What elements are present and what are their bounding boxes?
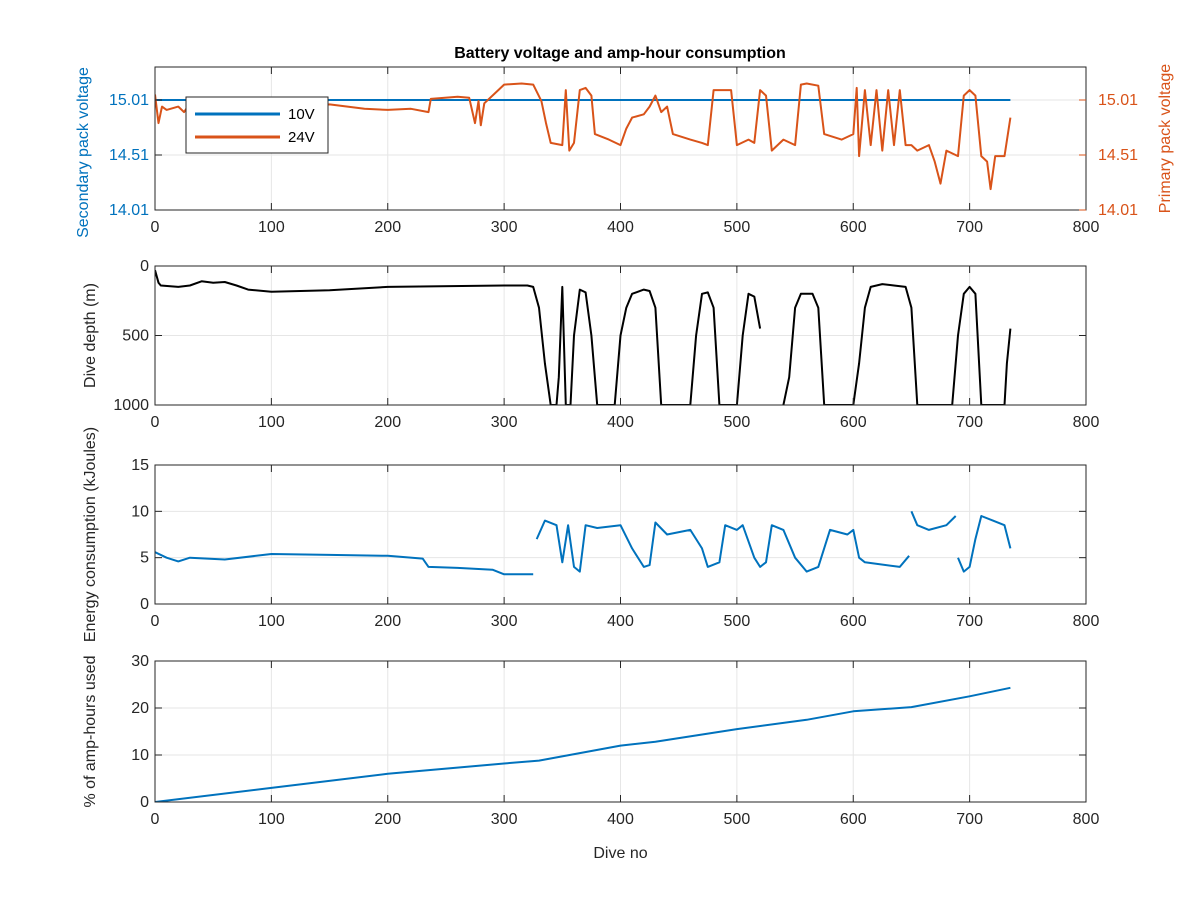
x-tick-label: 0 (151, 811, 160, 828)
x-tick-label: 800 (1073, 219, 1100, 236)
x-tick-label: 600 (840, 613, 867, 630)
series-line-1 (155, 269, 762, 405)
x-tick-label: 100 (258, 811, 285, 828)
x-tick-label: 100 (258, 613, 285, 630)
series-line-4 (957, 515, 1012, 573)
series-line-24v (155, 82, 1012, 191)
y-tick-label: 10 (131, 747, 149, 764)
x-tick-label: 600 (840, 219, 867, 236)
x-tick-label: 500 (724, 613, 751, 630)
y-tick-label: 15 (131, 457, 149, 474)
x-tick-label: 800 (1073, 811, 1100, 828)
y-tick-label: 15.01 (109, 92, 149, 109)
x-axis-label: Dive no (593, 845, 647, 862)
x-tick-label: 700 (956, 219, 983, 236)
x-tick-label: 300 (491, 414, 518, 431)
y-axis-label: Energy consumption (kJoules) (82, 427, 99, 642)
y2-tick-label: 14.51 (1098, 147, 1138, 164)
y-tick-label: 1000 (113, 397, 149, 414)
x-tick-label: 0 (151, 219, 160, 236)
y-tick-label: 20 (131, 700, 149, 717)
y2-tick-label: 15.01 (1098, 92, 1138, 109)
x-tick-label: 200 (374, 811, 401, 828)
x-tick-label: 0 (151, 613, 160, 630)
series-line-2 (535, 519, 910, 573)
x-tick-label: 400 (607, 414, 634, 431)
x-tick-label: 100 (258, 219, 285, 236)
series-line-3 (910, 510, 957, 531)
y-axis-label: Dive depth (m) (82, 283, 99, 388)
legend-label-24v: 24V (288, 129, 315, 146)
x-tick-label: 700 (956, 613, 983, 630)
x-tick-label: 0 (151, 414, 160, 431)
y-axis-label: % of amp-hours used (82, 655, 99, 807)
y-tick-label: 14.01 (109, 202, 149, 219)
y-tick-label: 5 (140, 550, 149, 567)
y-tick-label: 500 (122, 328, 149, 345)
x-tick-label: 300 (491, 613, 518, 630)
x-tick-label: 700 (956, 811, 983, 828)
y-tick-label: 0 (140, 258, 149, 275)
legend-label-10v: 10V (288, 106, 315, 123)
y-tick-label: 14.51 (109, 147, 149, 164)
panel-1: 0 100 200 300 400 500 600 700 80014.0114.5115.01… (75, 64, 1174, 238)
x-tick-label: 200 (374, 613, 401, 630)
y-tick-label: 30 (131, 653, 149, 670)
panel-4: 0 100 200 300 400 500 600 700 800 0 10 20 30 % of amp… (82, 653, 1099, 862)
chart-panels: 0 100 200 300 400 500 600 700 80014.0114.5115.01… (75, 64, 1174, 862)
y-tick-label: 10 (131, 503, 149, 520)
y-tick-label: 0 (140, 596, 149, 613)
x-tick-label: 700 (956, 414, 983, 431)
y-tick-label: 0 (140, 794, 149, 811)
chart-title: Battery voltage and amp-hour consumption (454, 45, 786, 62)
x-tick-label: 100 (258, 414, 285, 431)
x-tick-label: 800 (1073, 613, 1100, 630)
x-tick-label: 200 (374, 414, 401, 431)
y-axis-label-left: Secondary pack voltage (75, 67, 92, 238)
x-tick-label: 300 (491, 219, 518, 236)
x-tick-label: 600 (840, 414, 867, 431)
panel-3: 0 100 200 300 400 500 600 700 800 0 5 10 15 Energy co… (82, 427, 1099, 642)
x-tick-label: 800 (1073, 414, 1100, 431)
panel-2: 0 100 200 300 400 500 600 700 800 0 500 1000 Dive de… (82, 258, 1099, 431)
x-tick-label: 300 (491, 811, 518, 828)
x-tick-label: 500 (724, 414, 751, 431)
y2-tick-label: 14.01 (1098, 202, 1138, 219)
x-tick-label: 600 (840, 811, 867, 828)
x-tick-label: 400 (607, 811, 634, 828)
series-line-2 (782, 283, 1012, 405)
y-axis-label-right: Primary pack voltage (1157, 64, 1174, 213)
series-line-1 (155, 551, 534, 576)
series-line-1 (155, 686, 1011, 802)
legend-box (185, 96, 329, 154)
x-tick-label: 400 (607, 219, 634, 236)
x-tick-label: 500 (724, 811, 751, 828)
x-tick-label: 400 (607, 613, 634, 630)
x-tick-label: 500 (724, 219, 751, 236)
x-tick-label: 200 (374, 219, 401, 236)
